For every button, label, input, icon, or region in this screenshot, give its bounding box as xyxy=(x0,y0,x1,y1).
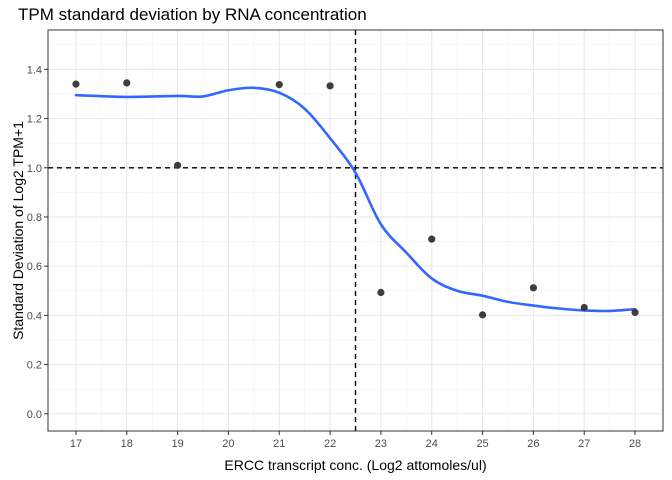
grid-major xyxy=(48,30,663,431)
x-tick-label: 17 xyxy=(70,438,82,450)
x-axis-label: ERCC transcript conc. (Log2 attomoles/ul… xyxy=(224,457,486,473)
data-point xyxy=(580,303,588,312)
y-tick-label: 1.0 xyxy=(27,163,42,175)
data-point xyxy=(72,80,80,88)
data-point xyxy=(529,284,537,292)
x-tick-label: 19 xyxy=(171,438,183,450)
panel-border xyxy=(47,29,664,432)
y-axis-ticks: 0.0 0.2 0.4 0.6 0.8 1.0 1.2 1.4 xyxy=(27,64,48,421)
x-tick-label: 27 xyxy=(578,438,590,450)
data-point xyxy=(377,288,385,297)
x-tick-label: 21 xyxy=(273,438,285,450)
x-tick-label: 24 xyxy=(426,438,438,450)
y-tick-label: 0.2 xyxy=(27,360,42,372)
x-tick-label: 23 xyxy=(375,438,387,450)
x-tick-label: 18 xyxy=(121,438,133,450)
x-tick-label: 20 xyxy=(222,438,234,450)
x-tick-label: 26 xyxy=(527,438,539,450)
data-point xyxy=(428,235,436,243)
reference-lines xyxy=(48,30,663,431)
data-point xyxy=(174,161,182,169)
y-tick-label: 1.4 xyxy=(27,64,42,76)
y-tick-label: 0.0 xyxy=(27,409,42,421)
x-tick-label: 25 xyxy=(476,438,488,450)
y-axis-label: Standard Deviation of Log2 TPM+1 xyxy=(10,121,26,340)
smooth-curve-layer xyxy=(74,86,637,313)
chart-title: TPM standard deviation by RNA concentrat… xyxy=(18,5,367,24)
x-tick-label: 22 xyxy=(324,438,336,450)
smooth-curve xyxy=(74,86,637,313)
y-tick-label: 0.8 xyxy=(27,212,42,224)
y-tick-label: 0.6 xyxy=(27,261,42,273)
y-tick-label: 1.2 xyxy=(27,114,42,126)
data-point xyxy=(123,79,131,87)
data-point xyxy=(631,308,639,317)
points-layer xyxy=(72,79,639,319)
x-tick-label: 28 xyxy=(629,438,641,450)
data-point xyxy=(478,311,487,319)
x-axis-ticks: 17 18 19 20 21 22 23 24 25 26 27 28 xyxy=(70,431,641,450)
data-point xyxy=(326,82,334,90)
data-point xyxy=(275,81,283,89)
y-tick-label: 0.4 xyxy=(27,310,42,322)
